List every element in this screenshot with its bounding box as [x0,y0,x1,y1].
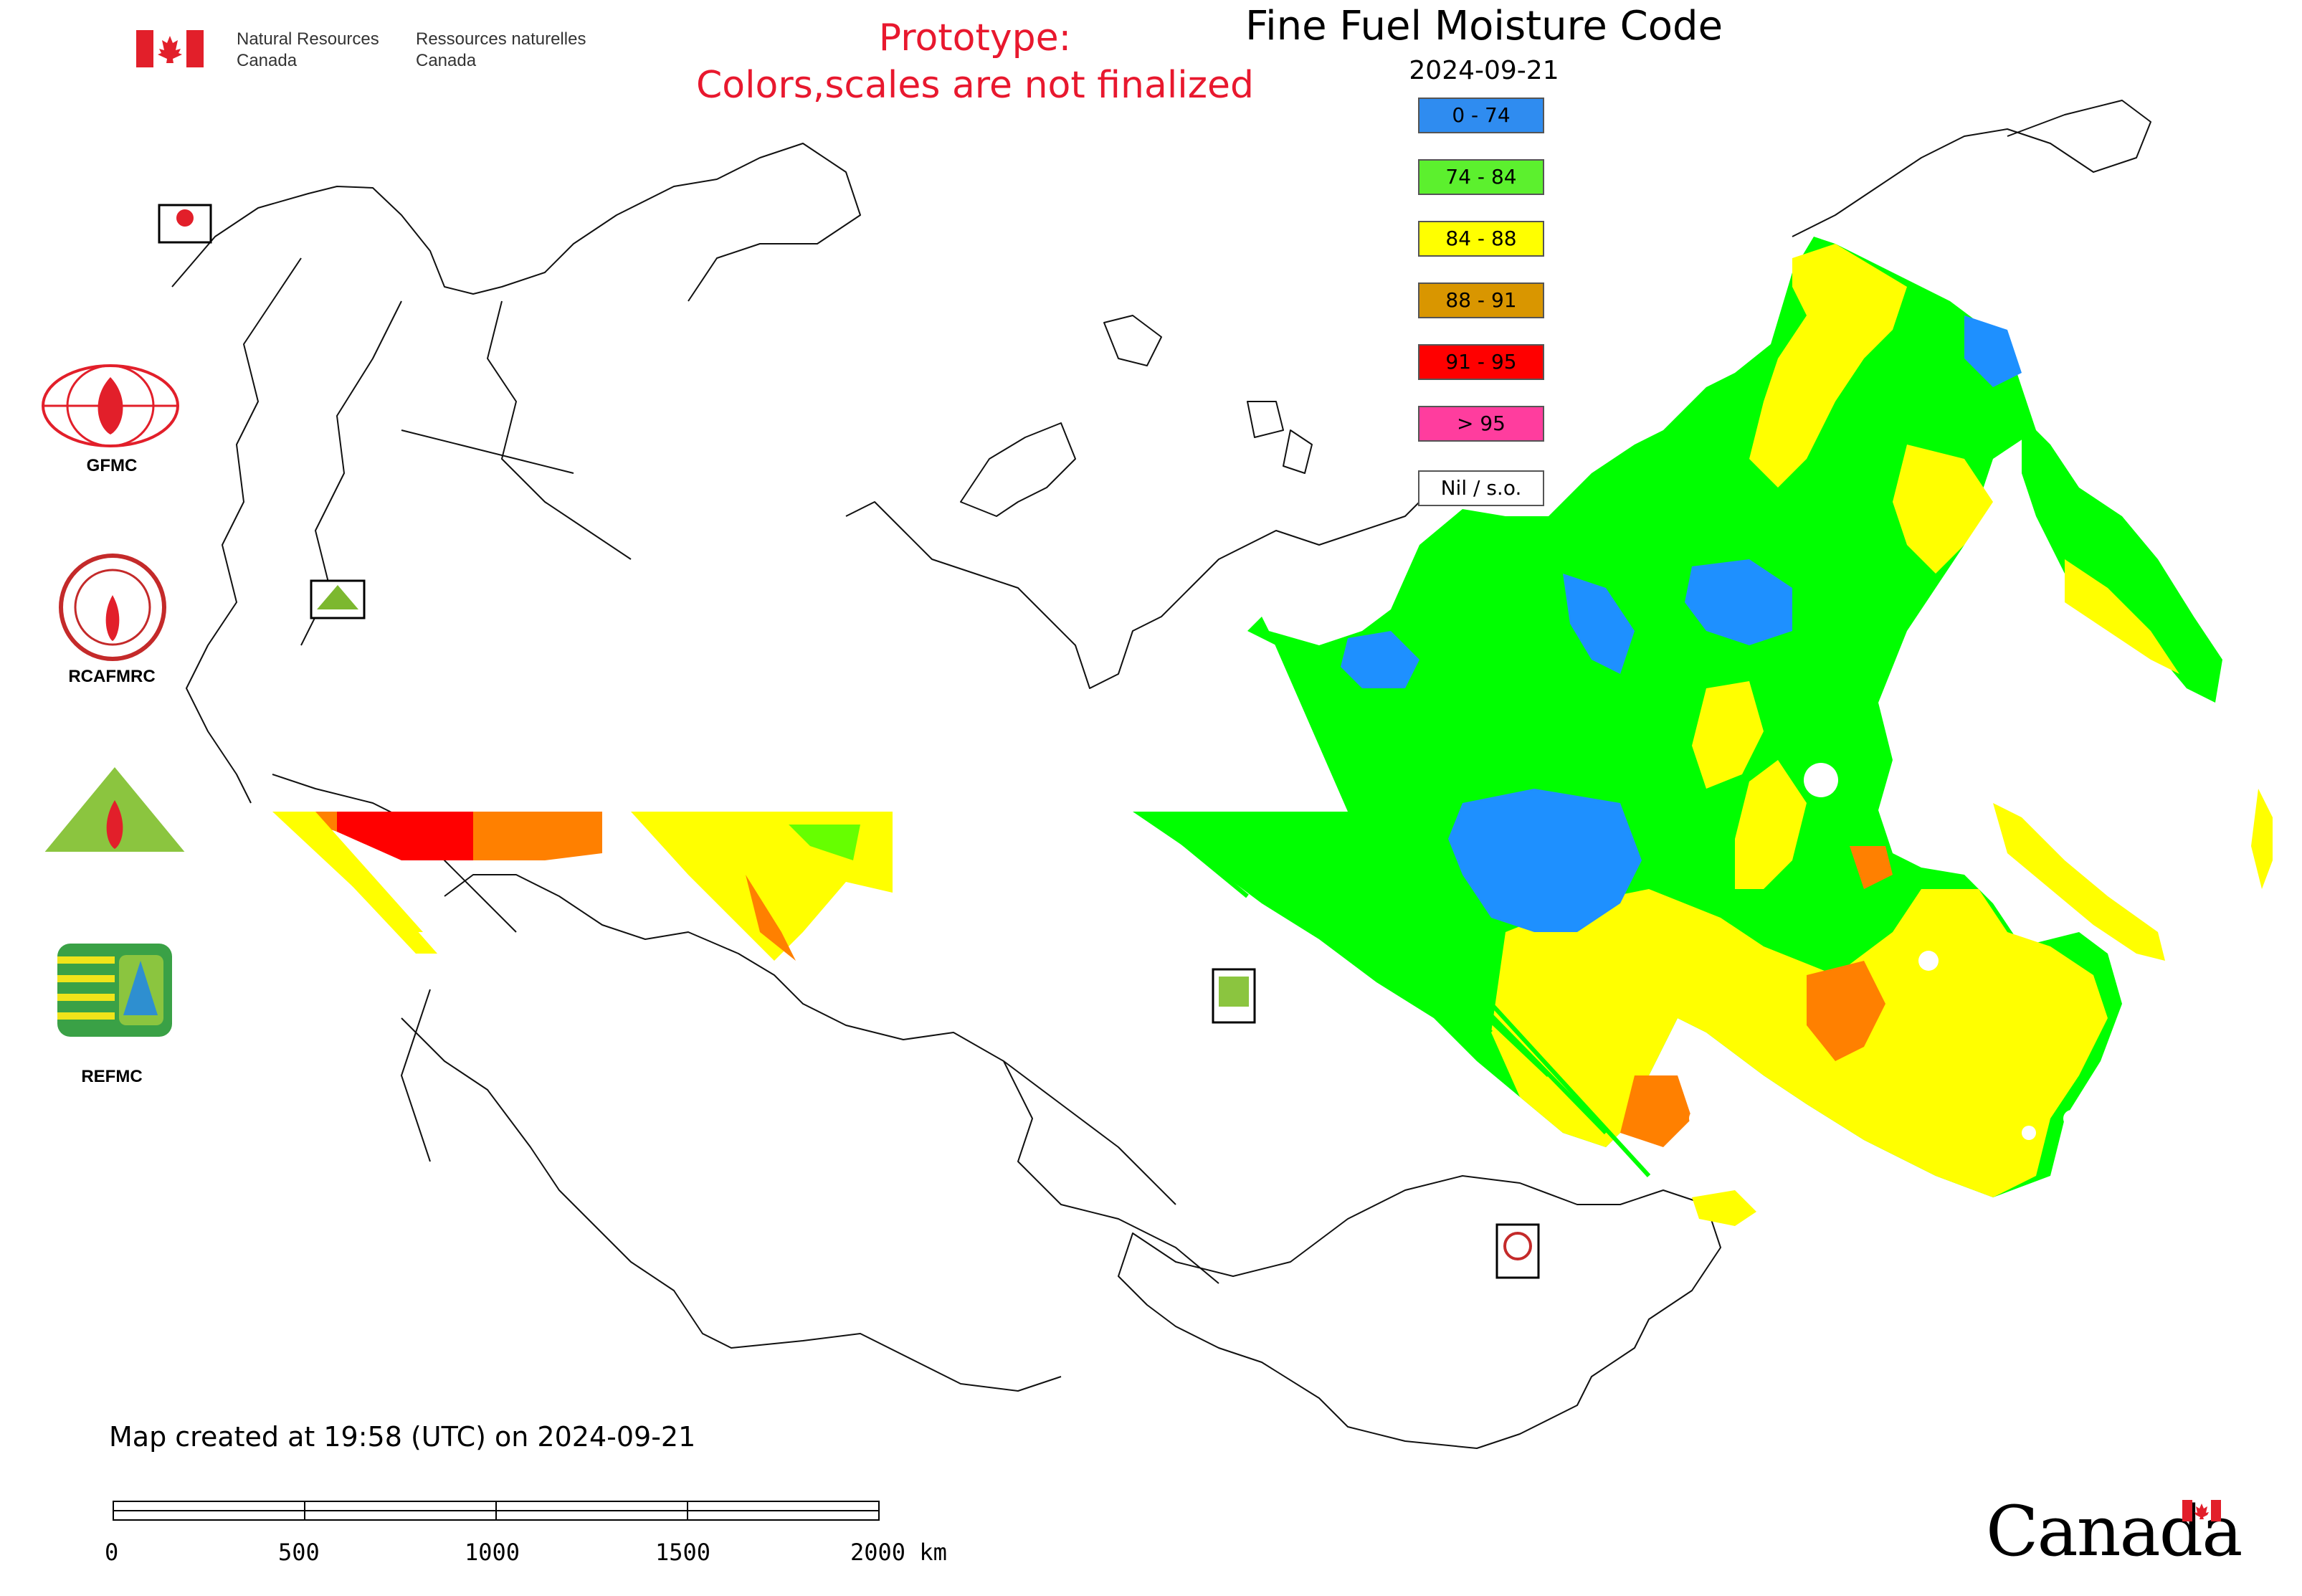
canada-wordmark: Canada [1986,1491,2242,1572]
gfmc-logo-icon [42,364,179,447]
agency-name-fr: Ressources naturelles Canada [416,29,586,70]
ffmc-overlay-east [1133,237,2273,1226]
canada-wordmark-flag-icon [2182,1500,2221,1521]
legend-item-88-91: 88 - 91 [1418,282,1544,318]
scale-label-500: 500 [278,1539,320,1566]
map-title: Fine Fuel Moisture Code [1245,3,1723,49]
prototype-notice: Prototype: Colors,scales are not finaliz… [631,14,1319,109]
severnaya-zemlya [1103,315,1313,474]
prototype-line-2: Colors,scales are not finalized [695,64,1255,107]
ffmc-streaks [1146,812,1651,1178]
legend-item-91-95: 91 - 95 [1418,344,1544,380]
scale-label-1500: 1500 [655,1539,711,1566]
internal-border-c [401,429,574,474]
coastline-northwest [171,143,861,302]
rcafmrc-logo-icon [59,554,166,661]
caspian-outline [401,989,431,1162]
chukotka-coast [1792,100,2151,237]
refmc-logo-icon [57,944,172,1037]
map-date: 2024-09-21 [1409,56,1559,85]
map-created-timestamp: Map created at 19:58 (UTC) on 2024-09-21 [109,1421,696,1453]
internal-border-b [487,300,632,560]
scale-label-0: 0 [105,1539,119,1566]
canada-flag-icon [136,30,204,67]
legend-item-gt-95: > 95 [1418,406,1544,442]
legend-item-84-88: 84 - 88 [1418,221,1544,257]
gfmc-label: GFMC [86,456,138,475]
arctic-coast [845,501,1420,689]
scale-bar [113,1501,880,1521]
novaya-zemlya [960,422,1076,517]
mongolia-border [1118,1175,1721,1449]
ffmc-overlay-west [272,812,893,961]
scale-label-1000: 1000 [465,1539,520,1566]
rcafmrc-label: RCAFMRC [68,667,156,686]
prototype-line-1: Prototype: [878,16,1072,60]
reefmc-logo-icon [40,767,189,869]
agency-name-en: Natural Resources Canada [237,29,379,70]
central-asia-south [401,1017,1062,1392]
kazakhstan-border [444,874,1219,1284]
refmc-label: REFMC [81,1067,143,1086]
legend-item-74-84: 74 - 84 [1418,159,1544,195]
legend-item-0-74: 0 - 74 [1418,98,1544,133]
western-border [186,257,302,804]
legend-item-nil: Nil / s.o. [1418,470,1544,506]
scale-label-2000-km: 2000 km [850,1539,947,1566]
russia-china-border [1003,1060,1176,1205]
map-logo-markers [158,204,1540,1279]
